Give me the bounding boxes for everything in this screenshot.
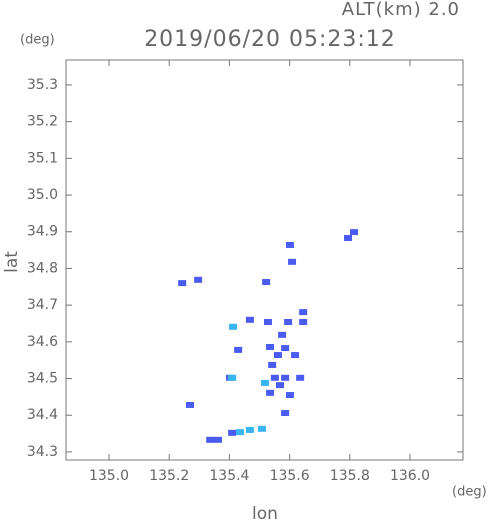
echo-point: [257, 425, 266, 432]
echo-point: [291, 352, 300, 359]
y-tick-label: 34.6: [27, 334, 58, 350]
echo-point: [263, 319, 272, 326]
echo-point: [281, 345, 290, 352]
y-tick-label: 35.3: [27, 77, 58, 93]
echo-point: [266, 343, 275, 350]
echo-point: [228, 374, 237, 381]
x-unit: (deg): [452, 485, 487, 500]
x-tick-label: 135.2: [149, 468, 189, 484]
x-tick-label: 135.0: [89, 468, 129, 484]
chart-subtitle: ALT(km) 2.0: [342, 0, 460, 20]
x-axis-label: lon: [252, 504, 278, 521]
echo-point: [245, 426, 254, 433]
echo-point: [213, 436, 222, 443]
echo-point: [186, 401, 195, 408]
echo-point: [285, 392, 294, 399]
echo-point: [276, 382, 285, 389]
echo-point: [229, 323, 238, 330]
echo-point: [299, 309, 308, 316]
echo-point: [281, 374, 290, 381]
echo-point: [270, 374, 279, 381]
echo-point: [245, 316, 254, 323]
y-tick-label: 34.9: [27, 224, 58, 240]
echo-point: [268, 361, 277, 368]
x-tick-label: 136.0: [390, 468, 430, 484]
echo-point: [296, 374, 305, 381]
echo-point: [266, 389, 275, 396]
echo-point: [299, 319, 308, 326]
echo-point: [288, 258, 297, 265]
y-unit: (deg): [20, 33, 55, 48]
echo-point: [178, 280, 187, 287]
y-tick-label: 34.3: [27, 444, 58, 460]
x-tick-label: 135.4: [209, 468, 249, 484]
echo-point: [228, 429, 237, 436]
y-tick-label: 35.1: [27, 150, 58, 166]
echo-point: [278, 331, 287, 338]
echo-point: [260, 379, 269, 386]
y-tick-label: 34.5: [27, 371, 58, 387]
y-axis-label: lat: [2, 251, 22, 273]
y-tick-label: 34.7: [27, 297, 58, 313]
echo-point: [194, 276, 203, 283]
echo-point: [285, 241, 294, 248]
echo-point: [284, 319, 293, 326]
echo-point: [281, 410, 290, 417]
x-tick-label: 135.8: [330, 468, 370, 484]
echo-point: [206, 436, 215, 443]
echo-point: [344, 234, 353, 241]
echo-point: [273, 352, 282, 359]
chart-title: 2019/06/20 05:23:12: [144, 27, 396, 52]
y-tick-label: 35.2: [27, 114, 58, 130]
y-tick-label: 35.0: [27, 187, 58, 203]
y-tick-label: 34.8: [27, 260, 58, 276]
echo-point: [234, 346, 243, 353]
echo-point: [262, 279, 271, 286]
echo-point: [350, 229, 359, 236]
y-tick-label: 34.4: [27, 407, 58, 423]
x-tick-label: 135.6: [270, 468, 310, 484]
echo-point: [235, 429, 244, 436]
plot-frame: [65, 59, 464, 461]
